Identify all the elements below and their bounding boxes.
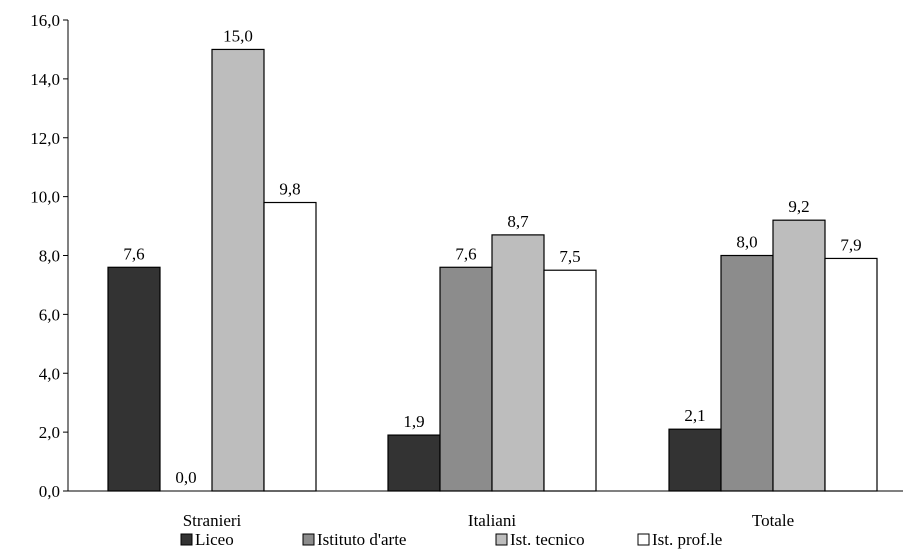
y-tick-label: 4,0 [39, 364, 60, 383]
bar [543, 269, 597, 492]
bar [107, 266, 161, 492]
data-label: 9,8 [279, 180, 300, 199]
data-label: 15,0 [223, 26, 253, 45]
y-tick-label: 12,0 [30, 129, 60, 148]
data-label: 8,0 [736, 233, 757, 252]
category-label: Totale [752, 511, 794, 530]
y-tick-label: 14,0 [30, 70, 60, 89]
legend-swatch [637, 533, 650, 546]
y-tick-label: 8,0 [39, 247, 60, 266]
y-tick-label: 10,0 [30, 188, 60, 207]
y-tick-label: 6,0 [39, 305, 60, 324]
bar [668, 428, 722, 492]
bar [211, 48, 265, 492]
category-labels: Stranieri Italiani Totale [183, 511, 794, 530]
data-label: 7,6 [123, 244, 144, 263]
y-tick-label: 2,0 [39, 423, 60, 442]
bar [263, 201, 317, 492]
legend-label: Ist. tecnico [510, 530, 585, 549]
legend-swatch [302, 533, 315, 546]
legend: Liceo Istituto d'arte Ist. tecnico Ist. pro… [180, 530, 722, 549]
bar [387, 434, 441, 492]
category-label: Italiani [468, 511, 516, 530]
legend-label: Liceo [195, 530, 234, 549]
bar [720, 254, 774, 492]
data-labels: 7,6 0,0 15,0 9,8 1,9 7,6 8,7 7,5 2,1 8,0 9,2 7,9 [123, 26, 861, 487]
y-tick-label: 0,0 [39, 482, 60, 501]
data-label: 7,6 [455, 244, 476, 263]
y-axis-ticks: 0,0 2,0 4,0 6,0 8,0 10,0 12,0 14,0 16,0 [30, 11, 68, 501]
bar [824, 257, 878, 492]
y-tick-label: 16,0 [30, 11, 60, 30]
legend-swatch [180, 533, 193, 546]
legend-label: Ist. prof.le [652, 530, 722, 549]
bar [491, 234, 545, 492]
data-label: 1,9 [403, 412, 424, 431]
legend-swatch [495, 533, 508, 546]
data-label: 7,9 [840, 235, 861, 254]
bar [772, 219, 826, 492]
data-label: 9,2 [788, 197, 809, 216]
data-label: 0,0 [175, 468, 196, 487]
data-label: 2,1 [684, 406, 705, 425]
data-label: 7,5 [559, 247, 580, 266]
legend-label: Istituto d'arte [317, 530, 406, 549]
bars [107, 48, 878, 492]
category-label: Stranieri [183, 511, 242, 530]
data-label: 8,7 [507, 212, 529, 231]
bar [439, 266, 493, 492]
